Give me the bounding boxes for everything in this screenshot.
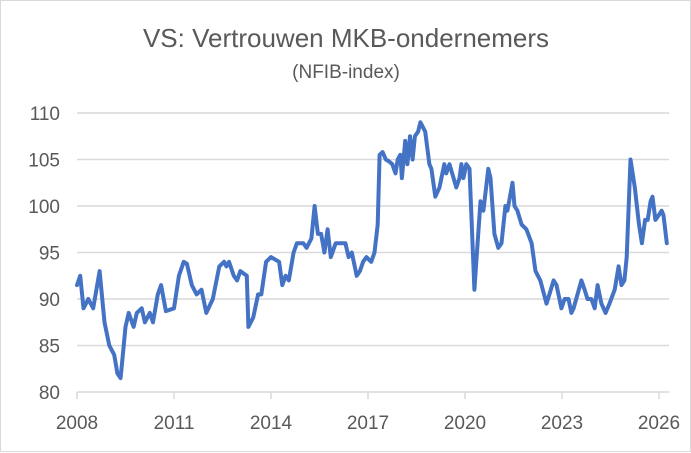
x-tick-label: 2020 — [444, 413, 486, 434]
x-tick-label: 2026 — [638, 413, 680, 434]
y-tick-label: 80 — [39, 383, 60, 404]
y-tick-label: 95 — [39, 244, 60, 265]
series-line-nfib-index — [77, 122, 667, 378]
chart-title: VS: Vertrouwen MKB-ondernemers — [143, 23, 549, 53]
chart-subtitle: (NFIB-index) — [292, 62, 400, 83]
y-tick-label: 90 — [39, 290, 60, 311]
x-tick-label: 2011 — [154, 413, 195, 434]
y-tick-label: 85 — [39, 337, 60, 358]
x-tick-label: 2023 — [541, 413, 583, 434]
y-tick-label: 110 — [30, 104, 60, 125]
y-tick-label: 105 — [28, 151, 60, 172]
x-tick-label: 2014 — [250, 413, 293, 434]
x-tick-label: 2017 — [347, 413, 389, 434]
y-tick-label: 100 — [28, 197, 60, 218]
x-tick-label: 2008 — [56, 413, 98, 434]
